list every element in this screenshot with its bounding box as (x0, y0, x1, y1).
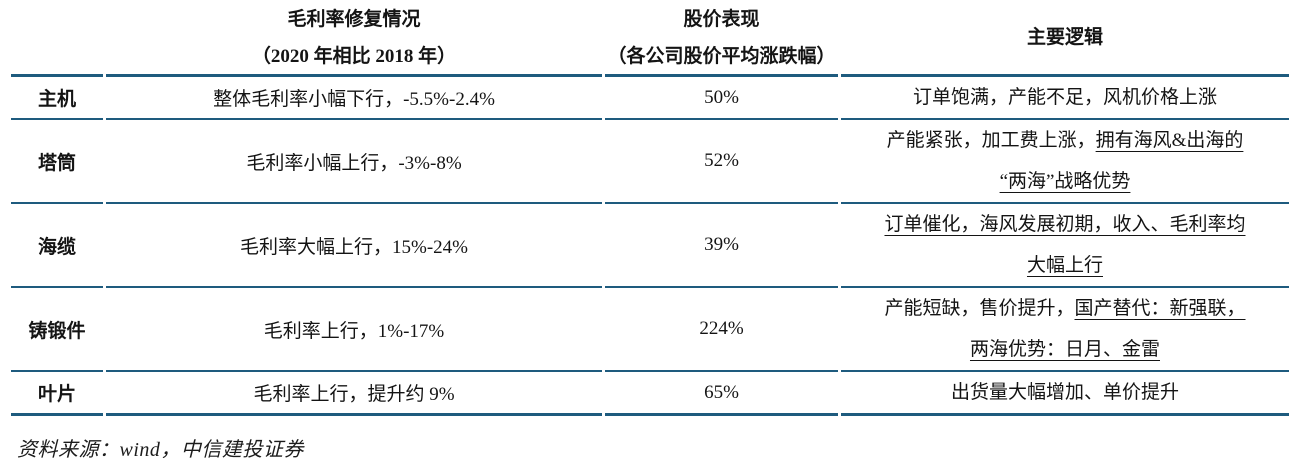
table-row: 海缆 毛利率大幅上行，15%-24% 39% 订单催化，海风发展初期，收入、毛利率均大… (11, 204, 1289, 288)
logic-segment: “两海”战略优势 (999, 171, 1131, 192)
stock-performance-cell: 50% (605, 77, 838, 120)
logic-segment: 产能紧张，加工费上涨， (886, 130, 1096, 151)
stock-performance-cell: 65% (605, 372, 838, 416)
logic-cell: 订单饱满，产能不足，风机价格上涨 (841, 77, 1289, 120)
stock-performance-cell: 224% (605, 288, 838, 372)
header-category (11, 2, 103, 77)
table-row: 主机 整体毛利率小幅下行，-5.5%-2.4% 50% 订单饱满，产能不足，风机价格上… (11, 77, 1289, 120)
logic-segment: 拥有海风&出海的 (1095, 130, 1244, 151)
header-logic-title: 主要逻辑 (1026, 27, 1103, 48)
sector-comparison-table: 毛利率修复情况 （2020 年相比 2018 年） 股价表现 （各公司股价平均涨… (8, 2, 1292, 416)
logic-segment: 大幅上行 (1026, 255, 1103, 276)
header-row: 毛利率修复情况 （2020 年相比 2018 年） 股价表现 （各公司股价平均涨… (11, 2, 1289, 77)
logic-cell: 产能短缺，售价提升，国产替代：新强联， 两海优势：日月、金雷 (841, 288, 1289, 372)
logic-segment: 出货量大幅增加、单价提升 (950, 382, 1179, 403)
category-cell: 主机 (11, 77, 103, 120)
stock-performance-cell: 52% (605, 120, 838, 204)
logic-segment: 订单催化，海风发展初期，收入、毛利率均 (884, 214, 1246, 235)
header-margin-title: 毛利率修复情况 (287, 8, 421, 30)
table-row: 叶片 毛利率上行，提升约 9% 65% 出货量大幅增加、单价提升 (11, 372, 1289, 416)
margin-change-cell: 毛利率上行，1%-17% (106, 288, 602, 372)
header-margin-recovery: 毛利率修复情况 （2020 年相比 2018 年） (106, 2, 602, 77)
logic-segment: 产能短缺，售价提升， (884, 298, 1075, 319)
stock-performance-cell: 39% (605, 204, 838, 288)
table-row: 铸锻件 毛利率上行，1%-17% 224% 产能短缺，售价提升，国产替代：新强联， 两海… (11, 288, 1289, 372)
logic-segment: 两海优势：日月、金雷 (969, 339, 1160, 360)
logic-line: 两海优势：日月、金雷 (841, 329, 1289, 370)
logic-line: 订单饱满，产能不足，风机价格上涨 (841, 77, 1289, 118)
logic-line: 产能短缺，售价提升，国产替代：新强联， (841, 288, 1289, 329)
category-cell: 海缆 (11, 204, 103, 288)
margin-change-cell: 毛利率上行，提升约 9% (106, 372, 602, 416)
logic-line: 产能紧张，加工费上涨，拥有海风&出海的 (841, 120, 1289, 161)
category-cell: 铸锻件 (11, 288, 103, 372)
logic-cell: 订单催化，海风发展初期，收入、毛利率均 大幅上行 (841, 204, 1289, 288)
logic-cell: 出货量大幅增加、单价提升 (841, 372, 1289, 416)
category-cell: 塔筒 (11, 120, 103, 204)
margin-change-cell: 整体毛利率小幅下行，-5.5%-2.4% (106, 77, 602, 120)
logic-line: 大幅上行 (841, 245, 1289, 286)
logic-line: “两海”战略优势 (841, 161, 1289, 202)
margin-change-cell: 毛利率大幅上行，15%-24% (106, 204, 602, 288)
logic-cell: 产能紧张，加工费上涨，拥有海风&出海的 “两海”战略优势 (841, 120, 1289, 204)
header-performance-title: 股价表现 (683, 8, 760, 30)
logic-segment: 订单饱满，产能不足，风机价格上涨 (912, 87, 1217, 108)
margin-change-cell: 毛利率小幅上行，-3%-8% (106, 120, 602, 204)
logic-segment: 国产替代：新强联， (1074, 298, 1246, 319)
header-stock-performance: 股价表现 （各公司股价平均涨跌幅） (605, 2, 838, 77)
header-performance-subtitle: （各公司股价平均涨跌幅） (607, 45, 836, 67)
logic-line: 出货量大幅增加、单价提升 (841, 372, 1289, 413)
category-cell: 叶片 (11, 372, 103, 416)
table-body: 主机 整体毛利率小幅下行，-5.5%-2.4% 50% 订单饱满，产能不足，风机价格上… (11, 77, 1289, 416)
header-margin-subtitle: （2020 年相比 2018 年） (251, 45, 457, 67)
logic-line: 订单催化，海风发展初期，收入、毛利率均 (841, 204, 1289, 245)
source-note: 资料来源：wind，中信建投证券 (17, 439, 304, 461)
header-main-logic: 主要逻辑 (841, 2, 1289, 77)
table-row: 塔筒 毛利率小幅上行，-3%-8% 52% 产能紧张，加工费上涨，拥有海风&出海的 “两… (11, 120, 1289, 204)
